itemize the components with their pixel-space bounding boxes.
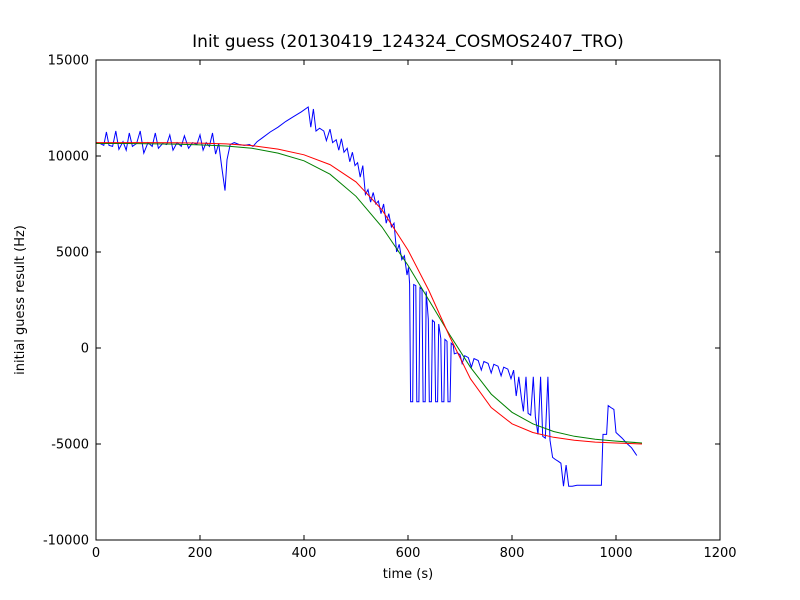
y-tick-label: 10000 [48,150,89,165]
series-layer [96,106,643,487]
plot-border [95,59,721,541]
y-axis-label: initial guess result (Hz) [13,225,28,375]
axis-ticks [95,59,721,541]
axis-tick-labels: 0 200 400 600 800 1000 1200 -10000 -5000 0 5000 100… [43,54,737,562]
x-tick-label: 200 [188,546,213,561]
x-tick-label: 600 [396,546,421,561]
x-tick-label: 800 [500,546,525,561]
x-tick-label: 0 [92,546,100,561]
y-tick-label: -5000 [51,438,89,453]
series-green-smooth-fit [96,143,643,444]
y-tick-label: 0 [81,342,89,357]
series-red-smooth-fit [96,142,643,445]
y-tick-label: 15000 [48,54,89,69]
x-axis-label: time (s) [383,567,433,582]
x-tick-label: 400 [292,546,317,561]
y-tick-label: -10000 [43,534,89,549]
y-tick-label: 5000 [56,246,89,261]
x-tick-label: 1200 [703,546,736,561]
chart-title: Init guess (20130419_124324_COSMOS2407_T… [192,32,624,52]
series-blue-noisy-initial-guess [96,106,638,487]
x-tick-label: 1000 [599,546,632,561]
